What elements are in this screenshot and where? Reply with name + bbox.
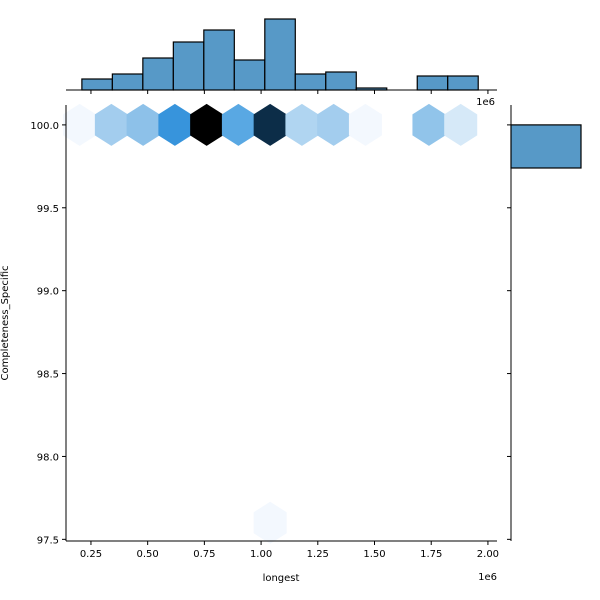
hexbin-cell — [94, 103, 128, 146]
y-tick-label: 98.5 — [37, 370, 59, 381]
histogram-bar — [510, 124, 582, 169]
hexbin-cell — [190, 103, 224, 146]
hexbin-cell — [253, 103, 287, 146]
hexbin-plot — [63, 103, 478, 544]
x-tick-label: 0.50 — [137, 549, 159, 560]
x-tick-label: 1.50 — [363, 549, 385, 560]
histogram-bar — [233, 59, 266, 91]
x-axis-label: longest — [263, 573, 300, 584]
x-tick-label: 1.00 — [250, 549, 272, 560]
y-axis-label: Completeness_Specific — [0, 265, 11, 380]
histogram-bar — [172, 41, 205, 91]
y-tick-label: 99.5 — [37, 204, 59, 215]
top-marginal-histogram: 1e6 — [66, 18, 497, 108]
histogram-bar — [142, 57, 174, 91]
right-marginal-histogram — [507, 105, 582, 541]
hexbin-cell — [63, 103, 97, 146]
x-tick-label: 1.75 — [420, 549, 442, 560]
hexbin-cell — [348, 103, 382, 146]
histogram-bar — [447, 75, 479, 91]
histogram-bar — [264, 18, 296, 91]
histogram-bar — [294, 73, 327, 91]
y-tick-label: 99.0 — [37, 287, 59, 298]
hexbin-cell — [253, 501, 287, 544]
hexbin-cell — [158, 103, 192, 146]
x-offset-label: 1e6 — [478, 572, 497, 583]
y-tick-label: 100.0 — [30, 121, 59, 132]
x-tick-label: 0.75 — [193, 549, 215, 560]
histogram-bar — [111, 73, 144, 91]
x-tick-label: 2.00 — [477, 549, 499, 560]
histogram-bar — [203, 29, 235, 91]
histogram-bar — [416, 75, 449, 91]
histogram-bar — [325, 71, 357, 91]
hexbin-cell — [317, 103, 351, 146]
hexbin-cell — [444, 103, 478, 146]
y-tick-label: 98.0 — [37, 452, 59, 463]
hexbin-cell — [285, 103, 319, 146]
axes: 0.25 0.50 0.75 1.00 1.25 1.50 1.75 2.00 97.5 98.0… — [0, 105, 499, 584]
x-tick-label: 0.25 — [80, 549, 102, 560]
histogram-bar — [81, 78, 113, 91]
y-tick-label: 97.5 — [37, 535, 59, 546]
hexbin-cell — [412, 103, 446, 146]
x-tick-label: 1.25 — [307, 549, 329, 560]
hexbin-cell — [221, 103, 255, 146]
hexbin-cell — [126, 103, 160, 146]
top-offset-label: 1e6 — [476, 97, 495, 108]
